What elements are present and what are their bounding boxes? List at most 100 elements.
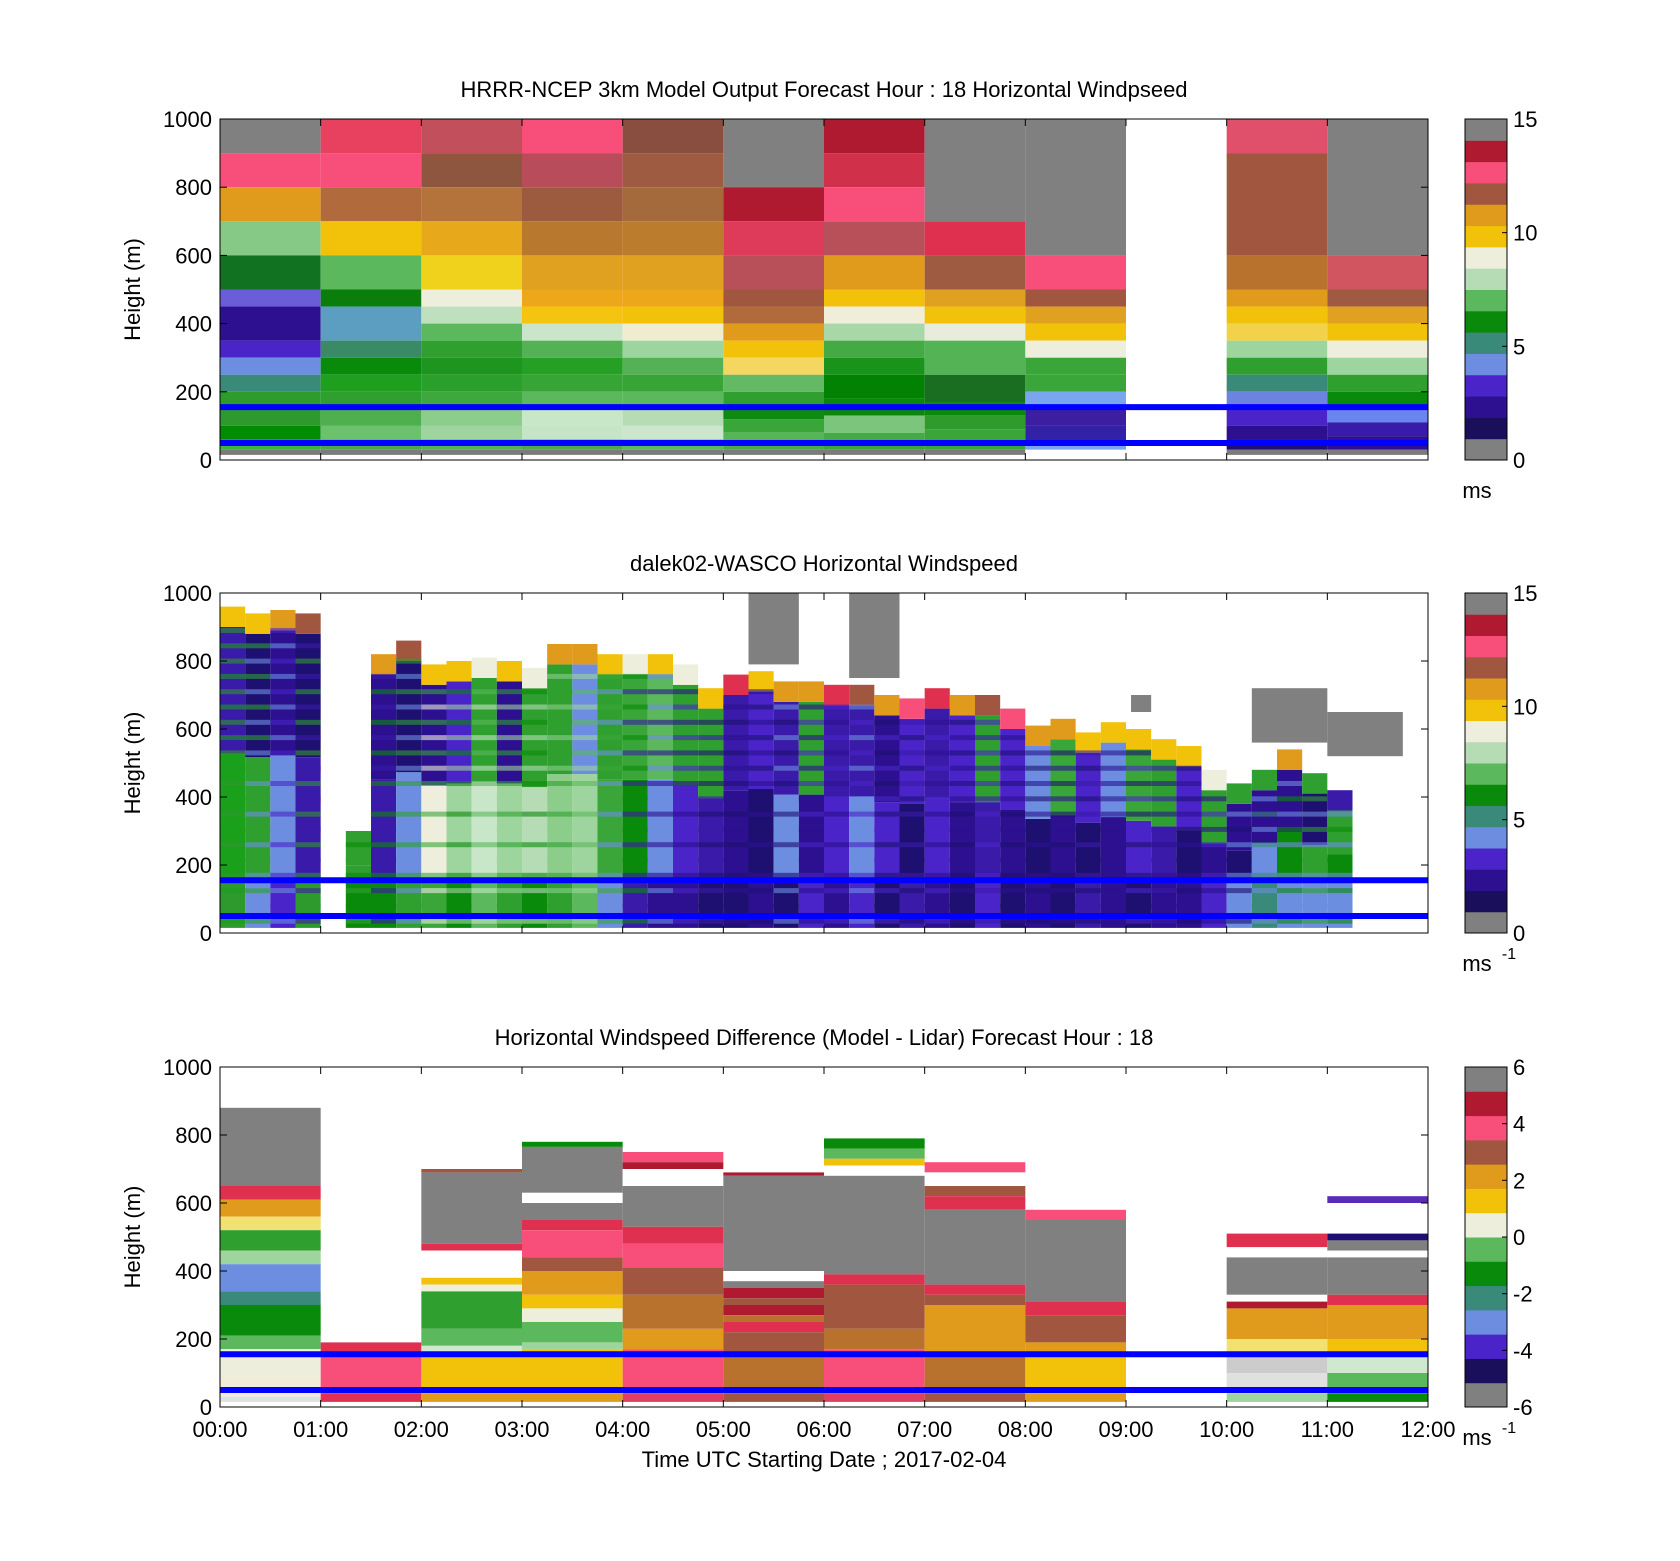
heat-cell (421, 153, 522, 188)
heat-cell (798, 681, 824, 702)
heat-cell (320, 374, 422, 392)
heat-cell (647, 826, 673, 832)
heat-cell (220, 153, 321, 188)
heat-cell (899, 857, 925, 863)
heat-cell (798, 750, 824, 756)
heat-cell (522, 374, 623, 392)
heat-cell (824, 796, 850, 802)
colorbar-segment (1465, 438, 1507, 461)
heat-cell (1025, 725, 1051, 746)
heat-cell (421, 888, 447, 894)
colorbar-tick-label: 6 (1513, 1055, 1525, 1080)
heat-cell (1025, 323, 1126, 341)
heat-cell (1050, 765, 1076, 771)
heat-cell (673, 750, 699, 756)
heat-cell (1075, 826, 1101, 832)
heat-cell (320, 221, 422, 256)
heat-cell (824, 1165, 925, 1176)
heat-cell (949, 872, 975, 878)
heat-cell (1176, 918, 1202, 924)
x-tick-label: 05:00 (696, 1417, 751, 1442)
heat-cell (421, 664, 447, 685)
heat-cell (396, 781, 422, 787)
heat-cell (1000, 708, 1026, 729)
heat-cell (849, 872, 875, 878)
panel-3: 0 200 400 600 800 1000 00:00 01:00 02:00 03:00 04:… (120, 1025, 1533, 1472)
heat-cell (371, 689, 397, 695)
heat-cell (371, 842, 397, 848)
heat-cell (320, 289, 422, 307)
heat-cell (421, 119, 522, 154)
heat-cell (723, 449, 824, 455)
heat-cell (295, 857, 321, 863)
heat-cell (1327, 826, 1353, 832)
heat-cell (1025, 1315, 1126, 1343)
heat-cell (1327, 1339, 1428, 1353)
heat-cell (496, 765, 522, 771)
heat-cell (245, 918, 271, 924)
heat-cell (1025, 872, 1051, 878)
colorbar-unit-exponent: -1 (1502, 946, 1516, 963)
heat-cell (1050, 903, 1076, 909)
heat-cell (824, 289, 925, 307)
heat-cell (1327, 1233, 1428, 1241)
heat-cell (572, 857, 598, 863)
colorbar-unit: ms (1462, 1425, 1491, 1450)
heat-cell (1327, 712, 1403, 757)
colorbar-tick-label: 5 (1513, 334, 1525, 359)
heat-cell (698, 765, 724, 771)
heat-cell (924, 323, 1026, 341)
heat-cell (522, 765, 548, 771)
heat-cell (924, 903, 950, 909)
heat-cell (1226, 357, 1328, 375)
heat-cell (471, 719, 497, 725)
heat-cell (647, 719, 673, 725)
heat-cell (320, 449, 422, 455)
heat-cell (522, 1342, 623, 1350)
heat-cell (496, 689, 522, 695)
heat-cell (949, 796, 975, 802)
heat-cell (673, 903, 699, 909)
x-tick-label: 04:00 (595, 1417, 650, 1442)
colorbar-tick-label: 10 (1513, 694, 1537, 719)
heat-cell (421, 340, 522, 358)
heat-cell (421, 1243, 522, 1251)
heat-cell (1226, 1257, 1328, 1295)
heat-cell (622, 750, 648, 756)
heat-cell (748, 918, 774, 924)
x-tick-label: 09:00 (1098, 1417, 1153, 1442)
heat-cell (773, 918, 799, 924)
heat-cell (773, 842, 799, 848)
heat-cell (270, 872, 296, 878)
heat-cell (849, 826, 875, 832)
heat-cell (1050, 750, 1076, 756)
heat-cell (949, 719, 975, 725)
heat-cell (723, 289, 824, 307)
heat-cell (622, 673, 648, 679)
heat-cell (647, 811, 673, 817)
heat-cell (824, 811, 850, 817)
heat-cell (547, 735, 573, 741)
heat-cell (924, 1393, 1026, 1402)
colorbar-segment (1465, 268, 1507, 290)
heat-cell (496, 796, 522, 802)
heat-cell (220, 306, 321, 341)
heat-cell (622, 1243, 724, 1268)
heat-cell (1302, 826, 1328, 832)
heat-cells (220, 593, 1403, 928)
heat-cell (874, 918, 900, 924)
heat-cell (1100, 750, 1126, 756)
heat-cell (1302, 918, 1328, 924)
heat-cell (622, 1267, 724, 1295)
heat-cell (471, 704, 497, 710)
heat-cell (1151, 857, 1177, 863)
heat-cell (320, 1342, 422, 1353)
heat-cell (1126, 872, 1152, 878)
heat-cell (874, 765, 900, 771)
heat-cell (1226, 811, 1252, 817)
colorbar-tick-label: 4 (1513, 1112, 1525, 1137)
heat-cell (723, 1298, 824, 1305)
heat-cell (849, 811, 875, 817)
heat-cell (245, 857, 271, 863)
heat-cell (975, 888, 1001, 894)
